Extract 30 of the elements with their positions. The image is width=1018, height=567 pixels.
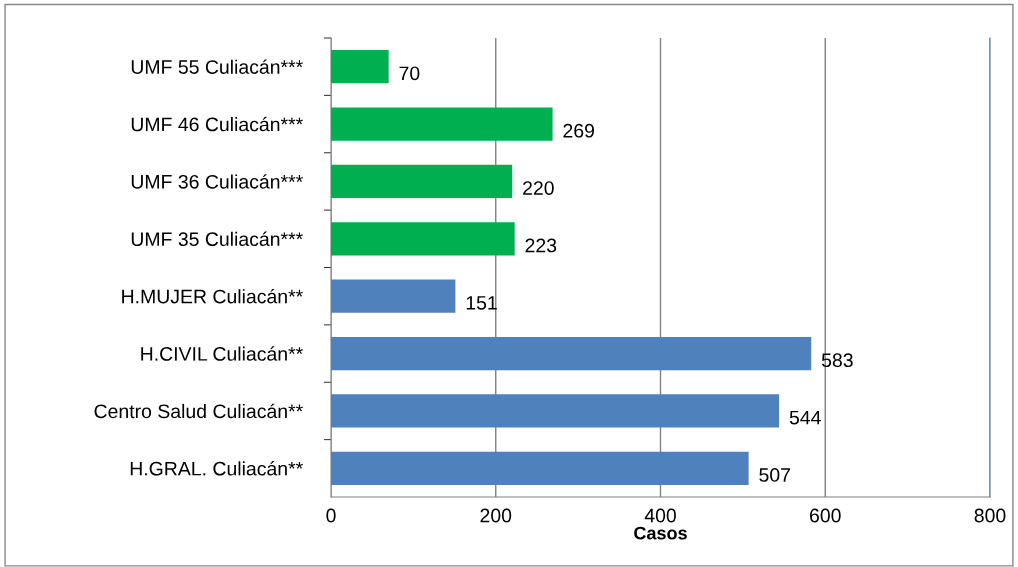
bar [331, 222, 515, 256]
bar [331, 107, 553, 141]
x-tick-label: 800 [974, 508, 1006, 523]
y-tick-label: UMF 36 Culiacán*** [131, 174, 303, 189]
x-tick-label: 200 [480, 508, 512, 523]
data-label: 269 [563, 123, 594, 138]
y-tick-label: UMF 46 Culiacán*** [131, 116, 303, 132]
bar [331, 336, 812, 371]
y-tick-label: Centro Salud Culiacán** [94, 403, 303, 419]
y-tick-label: UMF 35 Culiacán*** [131, 231, 303, 247]
data-label: 507 [759, 468, 790, 482]
y-tick-label: H.MUJER Culiacán** [122, 288, 303, 304]
bar [331, 394, 780, 428]
x-tick-label: 0 [326, 508, 336, 523]
y-tick-label: H.GRAL. Culiacán** [130, 461, 303, 476]
bar [331, 164, 513, 199]
data-label: 583 [821, 353, 853, 368]
data-label: 220 [523, 181, 554, 195]
x-axis-title: Casos [634, 526, 687, 540]
y-tick-label: UMF 55 Culiacán*** [131, 59, 303, 74]
data-label: 151 [466, 296, 497, 310]
data-label: 544 [789, 410, 821, 425]
data-label: 223 [525, 238, 557, 253]
x-tick-label: 400 [644, 508, 676, 523]
bar [331, 279, 456, 313]
bar [331, 50, 389, 84]
bar [331, 451, 749, 485]
y-tick-label: H.CIVIL Culiacán** [141, 346, 303, 361]
data-label: 70 [399, 66, 420, 81]
x-tick-label: 600 [810, 508, 841, 523]
